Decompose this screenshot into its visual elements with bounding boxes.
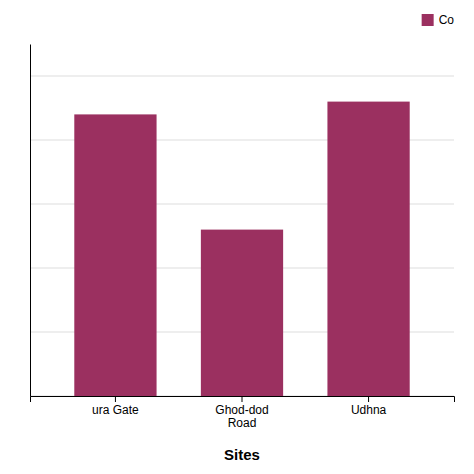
axis-line [30,45,31,397]
tick-label-line: ura Gate [92,403,139,417]
tick-label: Udhna [351,403,387,417]
grid-line [30,76,454,77]
bars [74,102,409,396]
tick-label: Ghod-dodRoad [215,403,268,431]
legend-swatch [422,14,434,26]
tick: Ghod-dodRoad [215,396,268,430]
tick-label: ura Gate [92,403,139,417]
plot: ura Gate Ghod-dodRoad Udhna [30,45,455,431]
bar [74,114,156,396]
tick-label-line: Udhna [351,403,387,417]
legend-item: Co [422,13,455,27]
axis-line [31,397,455,403]
y-axis [30,45,32,397]
legend-label: Co [439,13,455,27]
tick: Udhna [351,396,387,417]
x-axis: ura Gate Ghod-dodRoad Udhna [31,396,455,430]
tick-label-line: Ghod-dod [215,403,268,417]
tick-mark [115,396,116,402]
tick-label-line: Road [228,416,257,430]
tick-mark [368,396,369,402]
legend: Co [422,13,455,27]
chart: ura Gate Ghod-dodRoad Udhna Sites Co [0,0,474,474]
grid [30,76,454,396]
bar [327,102,409,396]
bar [201,230,283,396]
x-axis-title: Sites [224,446,260,463]
tick-mark [242,396,243,402]
tick: ura Gate [92,396,139,417]
